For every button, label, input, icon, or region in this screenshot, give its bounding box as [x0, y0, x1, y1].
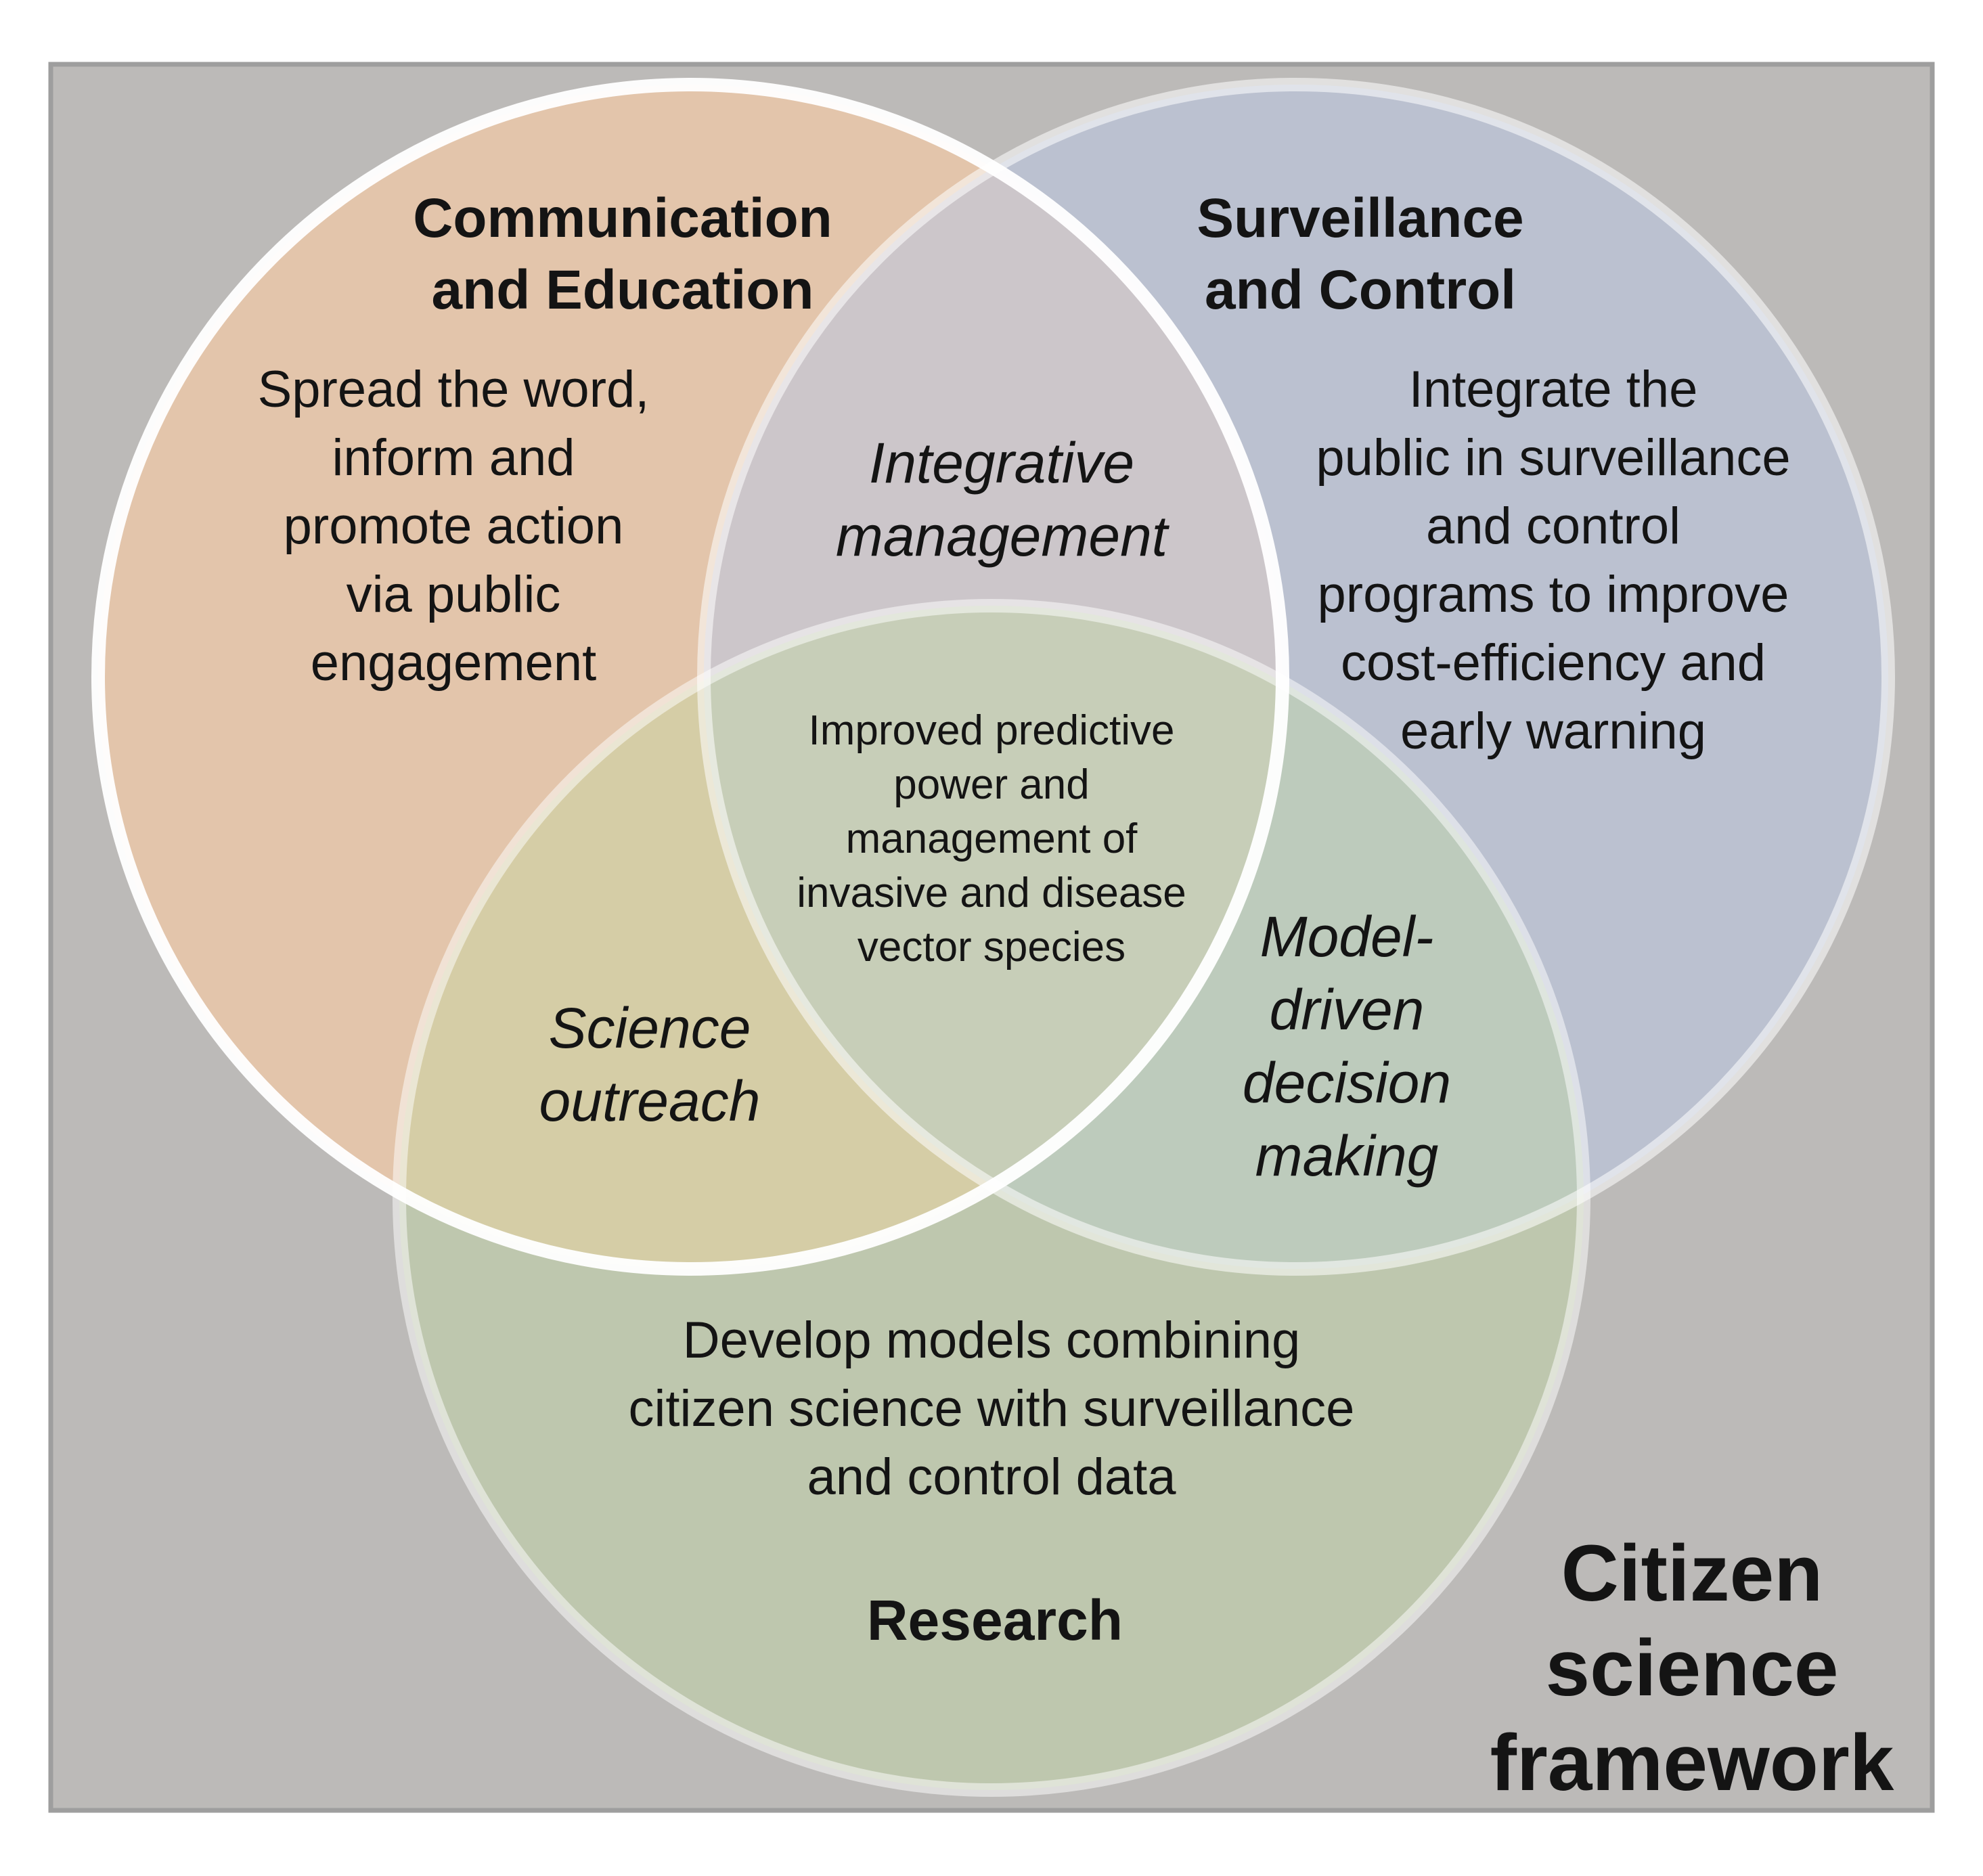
communication-description: Spread the word, inform and promote acti…	[257, 361, 650, 692]
overlap-model-driven-decision-making: Model- driven decision making	[1242, 905, 1452, 1188]
circle-surveillance-control	[704, 85, 1888, 1269]
overlap-science-outreach: Science outreach	[539, 996, 761, 1133]
overlap-integrative-management: Integrative management	[835, 431, 1168, 568]
surveillance-title: Surveillance and Control	[1197, 187, 1524, 321]
surveillance-description: Integrate the public in surveillance and…	[1316, 361, 1791, 760]
communication-title: Communication and Education	[413, 187, 832, 321]
framework-title: Citizen science framework	[1490, 1529, 1894, 1808]
overlap-center-all-three: Improved predictive power and management…	[797, 707, 1186, 970]
circle-research	[399, 606, 1584, 1790]
circle-research-outline	[393, 599, 1590, 1797]
research-title: Research	[866, 1588, 1123, 1652]
research-description: Develop models combining citizen science…	[628, 1312, 1355, 1506]
